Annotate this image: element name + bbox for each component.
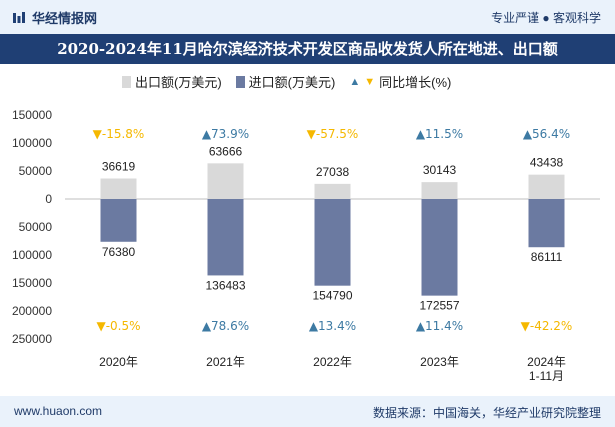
- import-bar: [207, 199, 244, 276]
- brand-name: 华经情报网: [32, 11, 98, 26]
- export-yoy-label: ▲73.9%: [202, 127, 249, 141]
- top-bar: 华经情报网 专业严谨 ● 客观科学: [0, 0, 615, 34]
- import-swatch: [235, 75, 245, 88]
- x-tick-line: 2022年: [313, 355, 352, 369]
- export-yoy-label: ▲11.5%: [416, 127, 463, 141]
- x-tick-line: 2023年: [420, 355, 459, 369]
- legend-export: 出口额(万美元): [122, 72, 222, 91]
- x-tick-line: 2021年: [206, 355, 245, 369]
- export-value-label: 27038: [316, 165, 350, 179]
- x-tick-line: 1-11月: [529, 369, 564, 383]
- y-tick-label: 50000: [19, 220, 53, 234]
- legend-yoy: ▲ ▼ 同比增长(%): [349, 72, 451, 91]
- import-bar: [314, 199, 351, 286]
- export-value-label: 36619: [102, 159, 136, 173]
- y-tick-label: 50000: [19, 164, 53, 178]
- export-value-label: 43438: [530, 156, 564, 170]
- import-bar: [421, 199, 458, 296]
- y-tick-label: 200000: [12, 304, 52, 318]
- chart-area: 150000 100000 50000 0 50000 100000 150000 20000…: [12, 108, 600, 383]
- export-value-label: 30143: [423, 163, 457, 177]
- export-swatch: [122, 75, 131, 88]
- chart-title: 2020-2024年11月哈尔滨经济技术开发区商品收发货人所在地进、出口额: [0, 34, 615, 64]
- legend-import: 进口额(万美元): [235, 72, 336, 91]
- export-value-label: 63666: [209, 144, 243, 158]
- x-tick-label: 2024年 1-11月: [527, 355, 566, 383]
- legend-yoy-label: 同比增长(%): [379, 75, 452, 90]
- logo-icon: [13, 11, 25, 23]
- import-value-label: 76380: [102, 245, 136, 259]
- y-tick-label: 150000: [12, 108, 52, 122]
- down-triangle-icon: ▼: [364, 75, 376, 88]
- x-tick-line: 2024年: [527, 355, 566, 369]
- legend-export-label: 出口额(万美元): [135, 75, 222, 90]
- x-tick-label: 2021年: [206, 355, 245, 369]
- y-tick-label: 0: [45, 192, 52, 206]
- brand: 华经情报网: [12, 8, 97, 27]
- export-bar: [421, 182, 458, 199]
- up-triangle-icon: ▲: [349, 75, 361, 88]
- footer-source: 数据来源：中国海关，华经产业研究院整理: [372, 406, 601, 420]
- y-tick-label: 250000: [12, 332, 52, 346]
- y-tick-label: 100000: [12, 248, 52, 262]
- import-value-label: 172557: [419, 299, 459, 313]
- import-bar: [528, 199, 565, 248]
- export-bar: [100, 178, 137, 199]
- import-yoy-label: ▼-0.5%: [96, 319, 140, 333]
- import-bar: [100, 199, 137, 242]
- footer: www.huaon.com 数据来源：中国海关，华经产业研究院整理: [0, 396, 615, 427]
- x-tick-label: 2020年: [99, 355, 138, 369]
- y-tick-label: 100000: [12, 136, 52, 150]
- x-tick-label: 2022年: [313, 355, 352, 369]
- import-yoy-label: ▲13.4%: [309, 319, 356, 333]
- tagline: 专业严谨 ● 客观科学: [491, 11, 601, 25]
- x-tick-line: 2020年: [99, 355, 138, 369]
- legend: 出口额(万美元) 进口额(万美元) ▲ ▼ 同比增长(%): [122, 72, 451, 91]
- x-tick-label: 2023年: [420, 355, 459, 369]
- import-value-label: 136483: [205, 278, 245, 292]
- export-bar: [314, 183, 351, 199]
- import-yoy-label: ▼-42.2%: [521, 319, 573, 333]
- import-value-label: 154790: [312, 289, 352, 303]
- import-yoy-label: ▲11.4%: [416, 319, 463, 333]
- footer-site: www.huaon.com: [14, 404, 103, 418]
- export-yoy-label: ▲56.4%: [523, 127, 570, 141]
- export-yoy-label: ▼-15.8%: [93, 127, 145, 141]
- export-bar: [528, 174, 565, 199]
- y-tick-label: 150000: [12, 276, 52, 290]
- import-value-label: 86111: [531, 250, 563, 264]
- export-bar: [207, 163, 244, 199]
- import-yoy-label: ▲78.6%: [202, 319, 249, 333]
- export-yoy-label: ▼-57.5%: [307, 127, 359, 141]
- legend-import-label: 进口额(万美元): [248, 75, 336, 90]
